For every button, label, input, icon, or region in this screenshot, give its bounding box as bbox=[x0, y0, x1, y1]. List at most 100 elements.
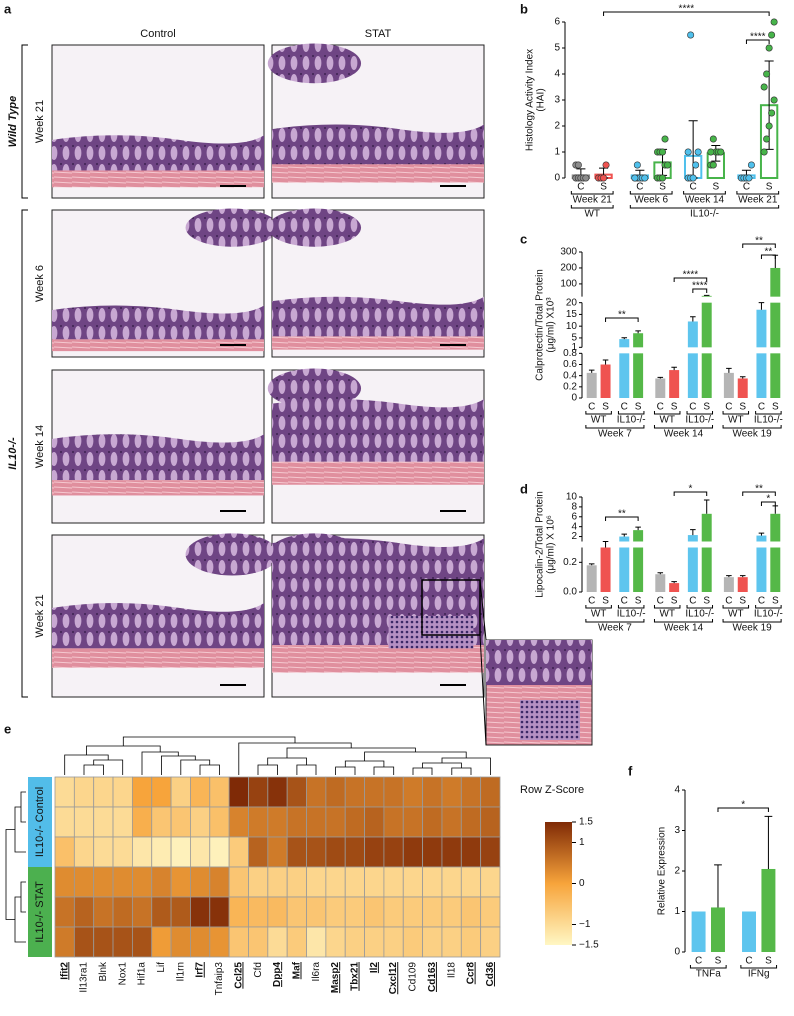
heatmap-cell bbox=[286, 866, 307, 898]
y-tick-label: 4 bbox=[554, 69, 560, 80]
dendrogram-link bbox=[122, 736, 296, 746]
category-bracket bbox=[755, 411, 782, 415]
significance-label: * bbox=[688, 484, 692, 495]
x-tick-label: S bbox=[602, 596, 609, 607]
data-point bbox=[692, 161, 700, 169]
significance-bracket bbox=[717, 807, 769, 812]
heatmap-cell bbox=[364, 896, 385, 928]
dendrogram-link bbox=[93, 759, 124, 775]
column-label: Irf7 bbox=[195, 962, 206, 978]
panel-label: b bbox=[520, 1, 528, 16]
heatmap-cell bbox=[209, 896, 230, 928]
dendrogram-link bbox=[296, 764, 317, 775]
tissue-fold bbox=[185, 533, 279, 576]
bar bbox=[691, 911, 706, 952]
y-tick-label: 0.2 bbox=[563, 381, 577, 392]
y-tick-label: 200 bbox=[560, 263, 577, 274]
tissue-fold bbox=[185, 208, 279, 247]
data-point bbox=[770, 96, 778, 104]
column-header: Control bbox=[140, 28, 175, 40]
heatmap-cell bbox=[228, 896, 249, 928]
dendrogram-link bbox=[344, 760, 385, 767]
category-bracket bbox=[689, 965, 727, 969]
axis-break bbox=[576, 541, 787, 548]
bar bbox=[723, 577, 734, 592]
panel-label: a bbox=[4, 1, 12, 16]
bar bbox=[669, 583, 680, 592]
y-axis-label: (μg/ml) X10³ bbox=[546, 297, 557, 353]
mucosa bbox=[52, 434, 264, 481]
heatmap-cell bbox=[112, 866, 133, 898]
column-label: Ifit2 bbox=[59, 962, 70, 980]
data-point bbox=[633, 161, 641, 169]
category-label: IL10-/- bbox=[754, 609, 783, 620]
heatmap-cell bbox=[422, 806, 443, 838]
category-label: IL10-/- bbox=[754, 415, 783, 426]
group-bracket bbox=[570, 205, 614, 209]
heatmap-cell bbox=[112, 836, 133, 868]
heatmap-cell bbox=[441, 776, 462, 808]
x-tick-label: C bbox=[588, 596, 595, 607]
heatmap-cell bbox=[93, 896, 114, 928]
y-tick-label: 0 bbox=[554, 173, 560, 184]
muscle-layer bbox=[272, 645, 484, 673]
group-bracket bbox=[722, 619, 782, 623]
error-bar bbox=[714, 864, 722, 908]
heatmap-cell bbox=[170, 776, 191, 808]
mucosa bbox=[52, 305, 264, 340]
mucosa bbox=[272, 124, 484, 165]
bar bbox=[737, 378, 748, 398]
group-label: WT bbox=[584, 209, 600, 220]
significance-label: ** bbox=[618, 310, 626, 321]
dendrogram-link bbox=[14, 896, 26, 943]
heatmap-cell bbox=[286, 836, 307, 868]
significance-bracket bbox=[692, 288, 708, 293]
heatmap-cell bbox=[228, 776, 249, 808]
bar bbox=[737, 577, 748, 592]
heatmap-cell bbox=[325, 896, 346, 928]
column-label: Tbx21 bbox=[350, 962, 361, 991]
heatmap-cell bbox=[93, 806, 114, 838]
dendrogram-link bbox=[257, 764, 278, 775]
category-label: Week 21 bbox=[738, 195, 778, 206]
dendrogram-link bbox=[335, 766, 356, 775]
heatmap-cell bbox=[460, 896, 482, 928]
heatmap-cell bbox=[441, 896, 462, 928]
bar bbox=[600, 364, 611, 398]
data-point bbox=[765, 122, 773, 130]
bar bbox=[761, 868, 776, 952]
heatmap-cell bbox=[228, 866, 249, 898]
error-bar bbox=[772, 505, 779, 514]
significance-bracket bbox=[760, 254, 776, 259]
x-tick-label: C bbox=[636, 182, 643, 193]
heatmap-cell bbox=[306, 836, 327, 868]
data-point bbox=[765, 44, 773, 52]
bar bbox=[619, 339, 630, 398]
heatmap-cell bbox=[209, 926, 230, 958]
significance-label: **** bbox=[692, 281, 708, 292]
x-tick-label: S bbox=[635, 402, 642, 413]
column-label: Maf bbox=[291, 961, 302, 979]
bar bbox=[723, 372, 734, 398]
y-tick-label: 2 bbox=[674, 866, 680, 877]
x-tick-label: C bbox=[588, 402, 595, 413]
heatmap-cell bbox=[131, 926, 153, 958]
column-label: Il1rn bbox=[175, 962, 186, 981]
column-label: Cd163 bbox=[427, 962, 438, 992]
heatmap-cell bbox=[73, 836, 95, 868]
panel-label: c bbox=[520, 231, 527, 246]
error-bar bbox=[671, 581, 677, 584]
heatmap-cell bbox=[286, 926, 307, 958]
y-axis-label: Lipocalin-2/Total Protein bbox=[535, 491, 546, 598]
group-label: Week 7 bbox=[598, 623, 632, 634]
x-tick-label: S bbox=[671, 596, 678, 607]
y-tick-label: 8 bbox=[571, 502, 577, 513]
error-bar bbox=[739, 575, 746, 578]
bar bbox=[687, 535, 698, 592]
heatmap-cell bbox=[190, 896, 211, 928]
heatmap-cell bbox=[248, 776, 269, 808]
heatmap-cell bbox=[228, 926, 249, 958]
heatmap-cell bbox=[131, 776, 153, 808]
x-tick-label: S bbox=[766, 182, 773, 193]
heatmap-cell bbox=[267, 896, 288, 928]
